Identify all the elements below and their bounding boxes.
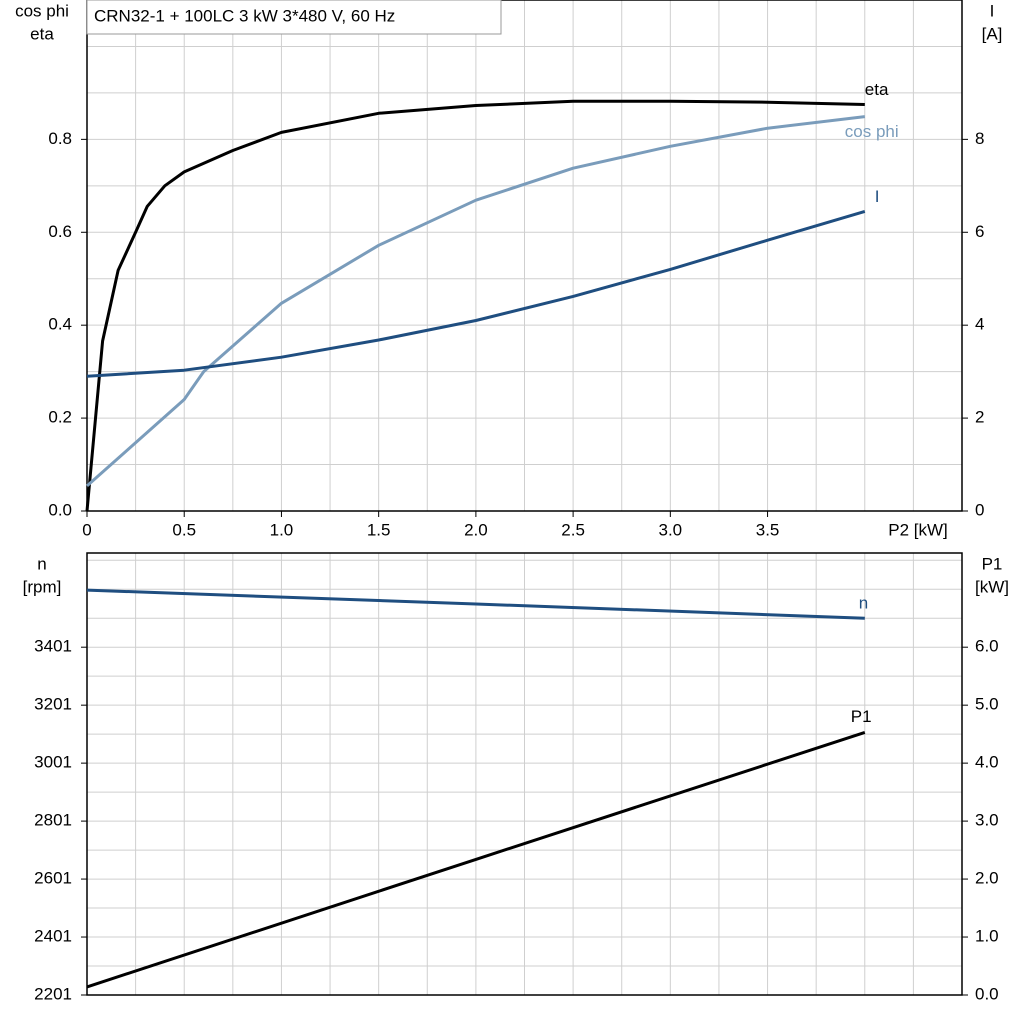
x-tick-label: 3.5 [756,520,780,539]
series-label: I [875,187,880,206]
y2-tick-label: 6.0 [975,637,999,656]
x-axis-label: P2 [kW] [888,520,948,539]
title-box [86,0,502,35]
y-tick-label: 0.0 [48,500,72,519]
chart-title: CRN32-1 + 100LC 3 kW 3*480 V, 60 Hz [94,6,395,25]
x-tick-label: 0.5 [172,520,196,539]
y2-tick-label: 4.0 [975,753,999,772]
y-tick-label: 2601 [34,869,72,888]
y-tick-label: 3401 [34,637,72,656]
y-tick-label: 2801 [34,811,72,830]
y-tick-label: 3201 [34,695,72,714]
y-axis-label: cos phi [15,1,69,20]
y-tick-label: 0.4 [48,315,72,334]
plot-frame [86,0,963,512]
y2-axis-label: [kW] [975,577,1009,596]
y2-tick-label: 0 [975,500,984,519]
series-line [86,730,866,989]
y-tick-label: 0.6 [48,222,72,241]
y2-tick-label: 2.0 [975,869,999,888]
y-tick-label: 2201 [34,984,72,1003]
x-tick-label: 2.0 [464,520,488,539]
x-tick-label: 3.0 [659,520,683,539]
y2-tick-label: 4 [975,315,984,334]
x-tick-label: 0 [82,520,91,539]
y-axis-label: n [37,554,46,573]
y2-tick-label: 3.0 [975,811,999,830]
y-tick-label: 0.8 [48,129,72,148]
y2-axis-label: [A] [982,24,1003,43]
series-line [86,209,866,378]
y2-tick-label: 5.0 [975,695,999,714]
series-line [86,115,865,488]
series-line [85,99,865,512]
series-label: P1 [851,707,872,726]
y2-tick-label: 1.0 [975,927,999,946]
series-label: n [859,594,868,613]
series-line [86,588,865,620]
y2-tick-label: 8 [975,129,984,148]
y-tick-label: 3001 [34,753,72,772]
y-axis-label: [rpm] [23,577,62,596]
y-tick-label: 0.2 [48,408,72,427]
x-tick-label: 2.5 [561,520,585,539]
y-tick-label: 2401 [34,927,72,946]
y2-tick-label: 2 [975,408,984,427]
y2-tick-label: 6 [975,222,984,241]
series-label: cos phi [845,122,899,141]
y-axis-label: eta [30,24,54,43]
y2-axis-label: P1 [982,554,1003,573]
plot-frame [86,552,963,996]
y2-axis-label: I [990,1,995,20]
y2-tick-label: 0.0 [975,984,999,1003]
x-tick-label: 1.0 [270,520,294,539]
series-label: eta [865,80,889,99]
x-tick-label: 1.5 [367,520,391,539]
